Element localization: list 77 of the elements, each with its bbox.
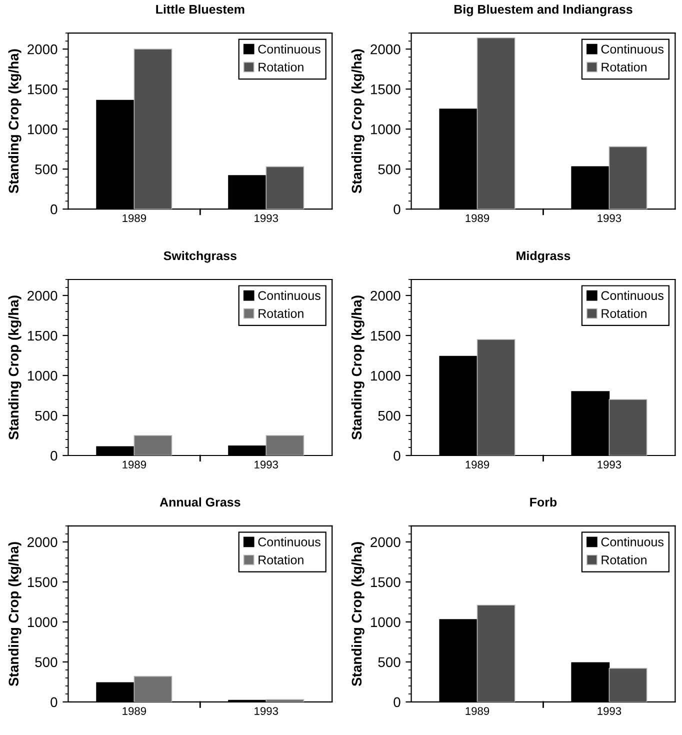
x-tick-label: 1993 [598, 214, 622, 222]
chart-title: Switchgrass [164, 250, 236, 263]
bar [476, 604, 516, 702]
bar [266, 166, 304, 210]
bar [134, 435, 172, 456]
y-tick-label: 1000 [28, 124, 58, 134]
x-tick-label: 1989 [122, 214, 146, 222]
legend-label: Rotation [602, 555, 646, 564]
y-tick-label: 0 [394, 204, 400, 214]
y-tick-label: 1500 [28, 330, 58, 341]
x-tick-label: 1993 [254, 460, 278, 469]
y-tick-label: 500 [35, 410, 58, 421]
legend-label: Rotation [602, 62, 646, 72]
y-tick-label: 0 [394, 450, 400, 461]
x-tick-label: 1989 [466, 707, 490, 715]
bar [608, 146, 648, 210]
y-tick-label: 1500 [371, 330, 400, 341]
x-tick-label: 1989 [466, 214, 490, 222]
x-tick-label: 1993 [254, 214, 278, 222]
legend-label: Continuous [601, 537, 664, 546]
legend-label: Rotation [258, 308, 304, 318]
chart-title: Midgrass [516, 250, 570, 263]
y-tick-label: 2000 [370, 44, 400, 54]
legend-label: Continuous [258, 537, 320, 546]
y-tick-label: 1000 [28, 617, 58, 628]
y-tick-label: 1500 [28, 577, 58, 588]
y-tick-label: 500 [378, 164, 400, 174]
y-tick-label: 2000 [370, 290, 400, 301]
y-axis-title: Standing Crop (kg/ha) [8, 49, 22, 194]
legend-label: Continuous [258, 290, 320, 300]
chart-title: Big Bluestem and Indiangrass [454, 4, 632, 16]
y-tick-label: 1500 [371, 84, 400, 94]
bar [134, 676, 172, 702]
y-axis-title: Standing Crop (kg/ha) [351, 296, 364, 440]
x-tick-label: 1993 [598, 460, 622, 469]
y-tick-label: 1000 [371, 370, 400, 381]
y-tick-label: 0 [50, 204, 58, 214]
legend-label: Rotation [258, 62, 304, 72]
legend-label: Continuous [601, 44, 664, 54]
y-tick-label: 1500 [371, 577, 400, 588]
y-tick-label: 500 [35, 657, 58, 668]
y-tick-label: 0 [50, 697, 58, 708]
bar [608, 399, 648, 456]
y-tick-label: 2000 [28, 290, 58, 301]
y-tick-label: 500 [35, 164, 58, 174]
chart-title: Annual Grass [160, 497, 240, 507]
legend-label: Rotation [258, 555, 304, 564]
x-tick-label: 1993 [598, 707, 622, 715]
y-tick-label: 0 [50, 450, 58, 461]
y-tick-label: 500 [378, 657, 400, 668]
chart-title: Forb [530, 497, 557, 507]
y-tick-label: 500 [378, 410, 400, 421]
bar [476, 37, 516, 210]
y-axis-title: Standing Crop (kg/ha) [351, 542, 364, 686]
y-tick-label: 1000 [371, 617, 400, 628]
bar [608, 668, 648, 702]
x-tick-label: 1989 [122, 707, 146, 715]
x-tick-label: 1993 [254, 707, 278, 715]
bar [476, 339, 516, 456]
legend-label: Continuous [601, 290, 664, 300]
y-axis-title: Standing Crop (kg/ha) [351, 49, 364, 194]
legend-label: Continuous [258, 44, 320, 54]
bar [266, 435, 304, 456]
y-tick-label: 0 [394, 697, 400, 708]
y-tick-label: 1000 [371, 124, 400, 134]
y-axis-title: Standing Crop (kg/ha) [8, 296, 22, 440]
y-tick-label: 1500 [28, 84, 58, 94]
y-tick-label: 2000 [28, 44, 58, 54]
chart-title: Little Bluestem [156, 4, 244, 14]
y-tick-label: 1000 [28, 370, 58, 381]
legend-label: Rotation [602, 308, 646, 318]
bar [134, 48, 172, 210]
x-tick-label: 1989 [466, 460, 490, 469]
y-tick-label: 2000 [370, 537, 400, 548]
y-axis-title: Standing Crop (kg/ha) [8, 542, 22, 686]
y-tick-label: 2000 [28, 537, 58, 548]
x-tick-label: 1989 [122, 460, 146, 469]
